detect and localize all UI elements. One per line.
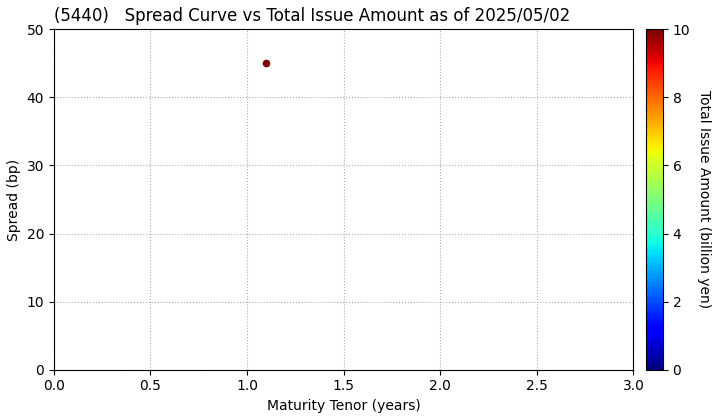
Y-axis label: Total Issue Amount (billion yen): Total Issue Amount (billion yen) [697, 90, 711, 309]
Y-axis label: Spread (bp): Spread (bp) [7, 158, 21, 241]
Point [261, 60, 272, 67]
X-axis label: Maturity Tenor (years): Maturity Tenor (years) [266, 399, 420, 413]
Text: (5440)   Spread Curve vs Total Issue Amount as of 2025/05/02: (5440) Spread Curve vs Total Issue Amoun… [54, 7, 570, 25]
